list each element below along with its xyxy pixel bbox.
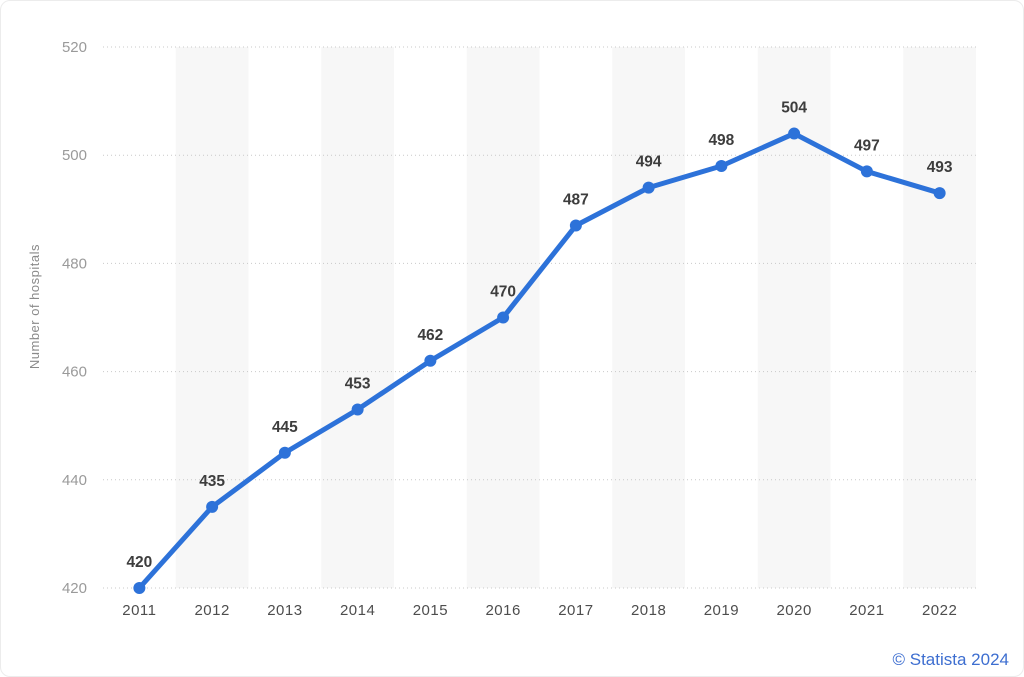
data-point-2016[interactable]: [497, 311, 510, 324]
x-tick-label-2020: 2020: [776, 602, 811, 619]
data-label-2018: 494: [636, 154, 662, 171]
statista-credit-link[interactable]: © Statista 2024: [892, 650, 1010, 669]
data-label-2016: 470: [490, 284, 516, 301]
data-point-2019[interactable]: [715, 160, 728, 173]
data-label-2022: 493: [927, 159, 953, 176]
data-label-2021: 497: [854, 137, 880, 154]
data-point-2012[interactable]: [206, 500, 219, 513]
y-tick-label: 420: [62, 580, 87, 597]
data-label-2013: 445: [272, 419, 298, 436]
x-tick-label-2011: 2011: [122, 602, 156, 619]
y-tick-label: 480: [62, 255, 87, 272]
x-tick-label-2021: 2021: [849, 602, 884, 619]
background-band: [903, 47, 976, 588]
background-band: [321, 47, 394, 588]
x-tick-label-2015: 2015: [413, 602, 448, 619]
background-band: [175, 47, 249, 588]
x-tick-label-2017: 2017: [558, 602, 593, 619]
data-point-2018[interactable]: [642, 181, 655, 194]
hospitals-line-chart: 420 440 460 480 500 520 2011 2012 2013 2014 2015 20…: [62, 39, 976, 619]
y-axis-title: Number of hospitals: [27, 244, 42, 370]
x-tick-label-2013: 2013: [267, 602, 302, 619]
data-point-2022[interactable]: [933, 187, 946, 200]
data-label-2019: 498: [708, 132, 734, 149]
data-point-2015[interactable]: [424, 354, 437, 367]
data-label-2015: 462: [417, 327, 443, 344]
data-point-2014[interactable]: [351, 403, 364, 416]
data-label-2011: 420: [126, 554, 152, 571]
series-line: [136, 131, 943, 591]
data-label-2017: 487: [563, 192, 589, 209]
data-label-2020: 504: [781, 100, 807, 117]
x-tick-label-2019: 2019: [704, 602, 739, 619]
data-point-2020[interactable]: [788, 127, 801, 140]
y-tick-label: 460: [62, 364, 87, 381]
background-band: [612, 47, 685, 588]
x-tick-label-2018: 2018: [631, 602, 666, 619]
x-tick-label-2016: 2016: [485, 602, 520, 619]
x-tick-label-2014: 2014: [340, 602, 375, 619]
x-tick-label-2022: 2022: [922, 602, 957, 619]
data-point-2013[interactable]: [278, 446, 291, 459]
data-point-2021[interactable]: [860, 165, 873, 178]
y-tick-label: 500: [62, 147, 87, 164]
data-point-2011[interactable]: [133, 582, 146, 594]
y-tick-label: 440: [62, 472, 87, 489]
y-tick-label: 520: [62, 39, 87, 56]
data-label-2014: 453: [345, 375, 371, 392]
x-tick-label-2012: 2012: [194, 602, 229, 619]
data-label-2012: 435: [199, 473, 225, 490]
data-point-2017[interactable]: [569, 219, 582, 232]
